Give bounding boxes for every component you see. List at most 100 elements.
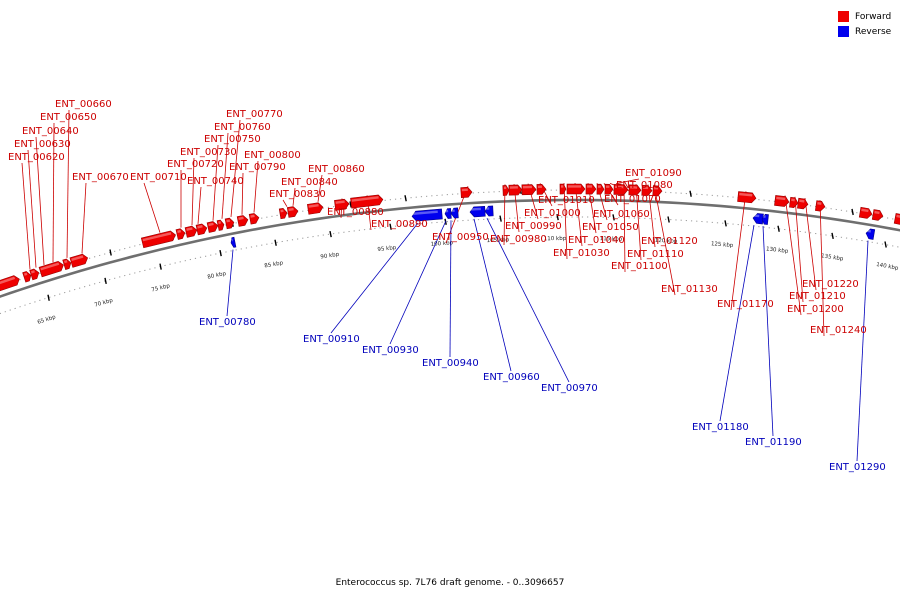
forward-gene-label[interactable]: ENT_00830 (269, 189, 326, 200)
forward-gene-arrow[interactable] (334, 198, 350, 211)
forward-gene-label[interactable]: ENT_00880 (327, 207, 384, 218)
forward-gene-arrow[interactable] (566, 183, 586, 195)
forward-gene-label[interactable]: ENT_01040 (568, 235, 625, 246)
reverse-gene-arrow[interactable] (752, 213, 764, 225)
forward-gene-arrow[interactable] (69, 253, 89, 268)
forward-gene-label[interactable]: ENT_01130 (661, 284, 718, 295)
forward-gene-arrow[interactable] (175, 228, 186, 240)
forward-gene-arrow[interactable] (0, 274, 21, 293)
forward-gene-arrow[interactable] (628, 184, 642, 196)
reverse-gene-label[interactable]: ENT_01190 (745, 437, 802, 448)
reverse-gene-arrow[interactable] (444, 208, 452, 219)
forward-gene-label[interactable]: ENT_01080 (616, 180, 673, 191)
forward-gene-label[interactable]: ENT_01000 (524, 208, 581, 219)
forward-gene-label[interactable]: ENT_01220 (802, 279, 859, 290)
forward-gene-arrow[interactable] (596, 183, 605, 195)
forward-gene-label[interactable]: ENT_00800 (244, 150, 301, 161)
reverse-gene-label[interactable]: ENT_00910 (303, 334, 360, 345)
forward-gene-label[interactable]: ENT_00750 (204, 134, 261, 145)
forward-gene-arrow[interactable] (350, 194, 384, 209)
forward-gene-arrow[interactable] (216, 219, 225, 231)
reverse-gene-label[interactable]: ENT_01290 (829, 462, 886, 473)
forward-gene-arrow[interactable] (38, 260, 65, 278)
forward-gene-arrow[interactable] (140, 230, 176, 249)
forward-gene-label[interactable]: ENT_00740 (187, 176, 244, 187)
forward-gene-arrow[interactable] (652, 185, 663, 197)
forward-gene-label[interactable]: ENT_00670 (72, 172, 129, 183)
forward-gene-label[interactable]: ENT_00730 (180, 147, 237, 158)
forward-gene-arrow[interactable] (585, 183, 597, 195)
forward-gene-arrow[interactable] (278, 207, 288, 220)
forward-gene-arrow[interactable] (29, 268, 41, 281)
forward-gene-label[interactable]: ENT_00860 (308, 164, 365, 175)
forward-gene-label[interactable]: ENT_01070 (604, 194, 661, 205)
forward-gene-arrow[interactable] (236, 215, 249, 227)
forward-gene-label[interactable]: ENT_00980 (490, 234, 547, 245)
forward-gene-label[interactable]: ENT_01090 (625, 168, 682, 179)
forward-gene-label[interactable]: ENT_01200 (787, 304, 844, 315)
forward-gene-label[interactable]: ENT_01010 (538, 195, 595, 206)
reverse-gene-label[interactable]: ENT_00970 (541, 383, 598, 394)
forward-gene-arrow[interactable] (307, 202, 324, 215)
forward-gene-label[interactable]: ENT_00660 (55, 99, 112, 110)
forward-gene-label[interactable]: ENT_01060 (593, 209, 650, 220)
forward-gene-arrow[interactable] (858, 206, 873, 219)
forward-gene-arrow[interactable] (195, 223, 208, 236)
reverse-gene-arrow[interactable] (761, 213, 769, 225)
forward-gene-arrow[interactable] (641, 184, 653, 196)
forward-gene-arrow[interactable] (502, 185, 510, 196)
forward-gene-arrow[interactable] (286, 206, 299, 218)
forward-gene-label[interactable]: ENT_00990 (505, 221, 562, 232)
forward-gene-label[interactable]: ENT_00840 (281, 177, 338, 188)
forward-gene-label[interactable]: ENT_00650 (40, 112, 97, 123)
forward-gene-label[interactable]: ENT_01210 (789, 291, 846, 302)
forward-gene-arrow[interactable] (460, 186, 473, 198)
reverse-gene-arrow[interactable] (450, 207, 459, 219)
forward-gene-arrow[interactable] (248, 213, 260, 225)
forward-gene-arrow[interactable] (224, 217, 235, 230)
forward-gene-arrow[interactable] (184, 225, 198, 238)
reverse-gene-label[interactable]: ENT_00940 (422, 358, 479, 369)
forward-gene-arrow[interactable] (815, 200, 826, 212)
forward-gene-arrow[interactable] (774, 195, 790, 207)
forward-gene-arrow[interactable] (22, 270, 33, 283)
forward-gene-label[interactable]: ENT_00770 (226, 109, 283, 120)
forward-gene-arrow[interactable] (604, 183, 614, 195)
reverse-gene-arrow[interactable] (230, 236, 237, 248)
forward-gene-arrow[interactable] (559, 183, 567, 195)
forward-gene-arrow[interactable] (206, 221, 219, 233)
reverse-gene-arrow[interactable] (469, 205, 486, 218)
forward-gene-label[interactable]: ENT_01100 (611, 261, 668, 272)
forward-gene-label[interactable]: ENT_00630 (14, 139, 71, 150)
forward-gene-arrow[interactable] (737, 191, 757, 204)
reverse-gene-label[interactable]: ENT_00930 (362, 345, 419, 356)
reverse-gene-label[interactable]: ENT_01180 (692, 422, 749, 433)
reverse-gene-label[interactable]: ENT_00780 (199, 317, 256, 328)
reverse-gene-arrow[interactable] (411, 208, 443, 222)
forward-gene-arrow[interactable] (797, 197, 809, 210)
reverse-gene-label[interactable]: ENT_00960 (483, 372, 540, 383)
forward-gene-label[interactable]: ENT_01050 (582, 222, 639, 233)
forward-gene-arrow[interactable] (613, 184, 629, 195)
forward-gene-label[interactable]: ENT_01240 (810, 325, 867, 336)
forward-gene-label[interactable]: ENT_01120 (641, 236, 698, 247)
forward-gene-label[interactable]: ENT_00760 (214, 122, 271, 133)
forward-gene-arrow[interactable] (789, 196, 799, 209)
forward-gene-arrow[interactable] (521, 184, 537, 196)
forward-gene-label[interactable]: ENT_00950 (432, 232, 489, 243)
forward-gene-label[interactable]: ENT_01030 (553, 248, 610, 259)
forward-gene-label[interactable]: ENT_01110 (627, 249, 684, 260)
forward-gene-label[interactable]: ENT_01170 (717, 299, 774, 310)
forward-gene-label[interactable]: ENT_00890 (371, 219, 428, 230)
forward-gene-label[interactable]: ENT_00720 (167, 159, 224, 170)
forward-gene-label[interactable]: ENT_00710 (130, 172, 187, 183)
forward-gene-label[interactable]: ENT_00640 (22, 126, 79, 137)
forward-gene-arrow[interactable] (62, 258, 73, 270)
reverse-gene-arrow[interactable] (865, 228, 876, 240)
forward-gene-arrow[interactable] (508, 184, 523, 196)
reverse-gene-arrow[interactable] (484, 205, 494, 217)
forward-gene-label[interactable]: ENT_00620 (8, 152, 65, 163)
forward-gene-label[interactable]: ENT_00790 (229, 162, 286, 173)
forward-gene-arrow[interactable] (871, 209, 884, 222)
forward-gene-arrow[interactable] (536, 183, 547, 195)
